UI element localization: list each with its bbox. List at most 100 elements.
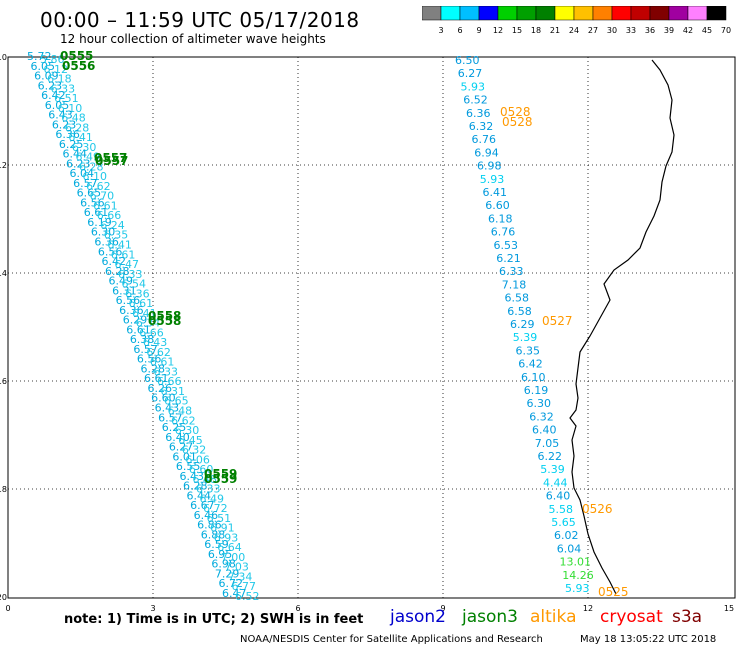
swh-label-west-a: 6.36 (94, 236, 119, 249)
swh-label-west-a: 6.05 (31, 60, 56, 73)
swh-label-west-a: 6.44 (187, 489, 212, 502)
y-tick-label: -14 (0, 269, 7, 278)
x-tick-label: 9 (440, 604, 445, 613)
legend-label: 18 (531, 26, 541, 35)
swh-label-west-b: 6.10 (83, 170, 108, 183)
legend-label: 30 (607, 26, 617, 35)
swh-label-west-b: 6.62 (86, 180, 111, 193)
swh-label-west-b: 6.33 (153, 365, 178, 378)
swh-label-west-b: 6.28 (65, 121, 90, 134)
swh-label-west-a: 6.27 (169, 441, 194, 454)
time-label-altika: 0528 (500, 105, 531, 119)
swh-label-east: 6.21 (496, 252, 521, 265)
swh-label-west-a: 6.49 (109, 275, 134, 288)
swh-label-east: 6.41 (483, 186, 508, 199)
swh-label-west-a: 6.56 (137, 353, 162, 366)
x-tick-label: 15 (724, 604, 734, 613)
swh-label-west-a: 6.19 (87, 216, 112, 229)
legend-altika: altika (530, 607, 577, 627)
swh-label-east: 6.76 (491, 226, 516, 239)
legend-jason3: jason3 (462, 607, 518, 627)
swh-label-west-a: 6.43 (48, 109, 73, 122)
swh-label-west-a: 6.04 (70, 167, 95, 180)
swh-label-east: 6.33 (499, 265, 524, 278)
time-label-jason3: 0555 (60, 49, 93, 63)
swh-label-west-a: 6.42 (101, 255, 126, 268)
swh-label-west-a: 6.72 (218, 577, 243, 590)
time-label-altika: 0527 (542, 314, 573, 328)
swh-label-west-b: 6.36 (125, 287, 150, 300)
swh-label-west-b: 6.28 (79, 160, 104, 173)
units-note: note: 1) Time is in UTC; 2) SWH is in fe… (64, 612, 364, 627)
swh-label-west-b: 6.35 (104, 229, 128, 242)
swh-label-west-a: 6.23 (38, 79, 63, 92)
swh-label-west-b: 6.30 (175, 424, 200, 437)
swh-label-west-b: 7.34 (228, 570, 253, 583)
time-label-altika: 0525 (598, 585, 629, 599)
swh-label-west-b: 7.00 (221, 551, 246, 564)
swh-label-east: 5.39 (513, 331, 538, 344)
swh-label-west-a: 6.56 (80, 196, 105, 209)
swh-label-west-b: 6.51 (54, 92, 79, 105)
swh-label-west-a: 6.38 (130, 333, 155, 346)
swh-label-east: 6.30 (527, 397, 552, 410)
swh-label-east: 6.19 (524, 384, 549, 397)
swh-label-west-b: 6.65 (164, 395, 189, 408)
x-tick-label: 0 (5, 604, 10, 613)
swh-label-east: 6.94 (474, 146, 499, 159)
swh-label-west-b: 6.61 (93, 199, 118, 212)
swh-label-east: 6.29 (510, 318, 535, 331)
swh-label-west-a: 6.23 (52, 118, 76, 131)
swh-label-west-b: 6.18 (47, 73, 72, 86)
legend-label: 6 (457, 26, 462, 35)
map-frame (7, 56, 736, 599)
swh-label-west-a: 6.36 (119, 304, 144, 317)
y-tick-label: -16 (0, 377, 7, 386)
swh-label-west-b: 6.62 (146, 346, 171, 359)
swh-label-east: 7.18 (502, 278, 527, 291)
swh-label-east: 5.39 (540, 463, 565, 476)
swh-label-west-a: 6.30 (91, 226, 116, 239)
swh-label-west-a: 6.55 (176, 460, 201, 473)
swh-label-west-b: 6.51 (207, 512, 232, 525)
time-label-jason3: 0557 (94, 151, 127, 165)
swh-label-west-a: 6.05 (45, 99, 70, 112)
swh-label-west-a: 6.29 (123, 314, 147, 327)
swh-label-west-a: 6.28 (140, 362, 165, 375)
swh-label-west-b: 6.61 (150, 356, 175, 369)
swh-label-west-b: 6.47 (114, 258, 139, 271)
swh-label-east: 6.42 (518, 358, 543, 371)
time-label-jason3: 0558 (148, 314, 181, 328)
swh-label-east: 6.76 (472, 133, 497, 146)
time-label-jason3: 0559 (204, 467, 237, 481)
swh-label-west-b: 6.48 (192, 473, 217, 486)
swh-label-west-b: 6.43 (143, 336, 168, 349)
swh-label-west-b: 6.72 (203, 502, 228, 515)
swh-label-west-a: 7.29 (215, 567, 240, 580)
swh-label-west-a: 6.40 (165, 431, 190, 444)
time-label-jason3: 0559 (204, 472, 237, 486)
swh-label-west-a: 6.67 (190, 499, 215, 512)
swh-label-east: 6.18 (488, 212, 513, 225)
swh-label-west-a: 6.36 (55, 128, 79, 141)
swh-label-east: 5.93 (480, 173, 505, 186)
swh-label-west-a: 6.28 (183, 480, 208, 493)
time-label-jason3: 0558 (148, 309, 181, 323)
swh-label-east: 6.52 (463, 94, 488, 107)
swh-label-west-b: 6.06 (185, 453, 210, 466)
swh-label-west-b: 5.86 (40, 53, 65, 66)
time-label-jason3: 0556 (62, 59, 95, 73)
x-tick-label: 12 (583, 604, 593, 613)
swh-label-east: 6.58 (507, 305, 532, 318)
swh-label-west-a: 5.72 (27, 50, 52, 63)
legend-s3a: s3a (672, 607, 703, 627)
swh-label-west-b: 6.54 (122, 278, 147, 291)
swh-label-east: 6.32 (529, 410, 554, 423)
swh-label-west-a: 6.57 (133, 343, 158, 356)
legend-swatch (706, 6, 727, 21)
swh-label-west-b: 6.91 (210, 522, 235, 535)
swh-label-west-b: 6.52 (235, 590, 260, 603)
swh-label-east: 6.50 (455, 54, 480, 67)
